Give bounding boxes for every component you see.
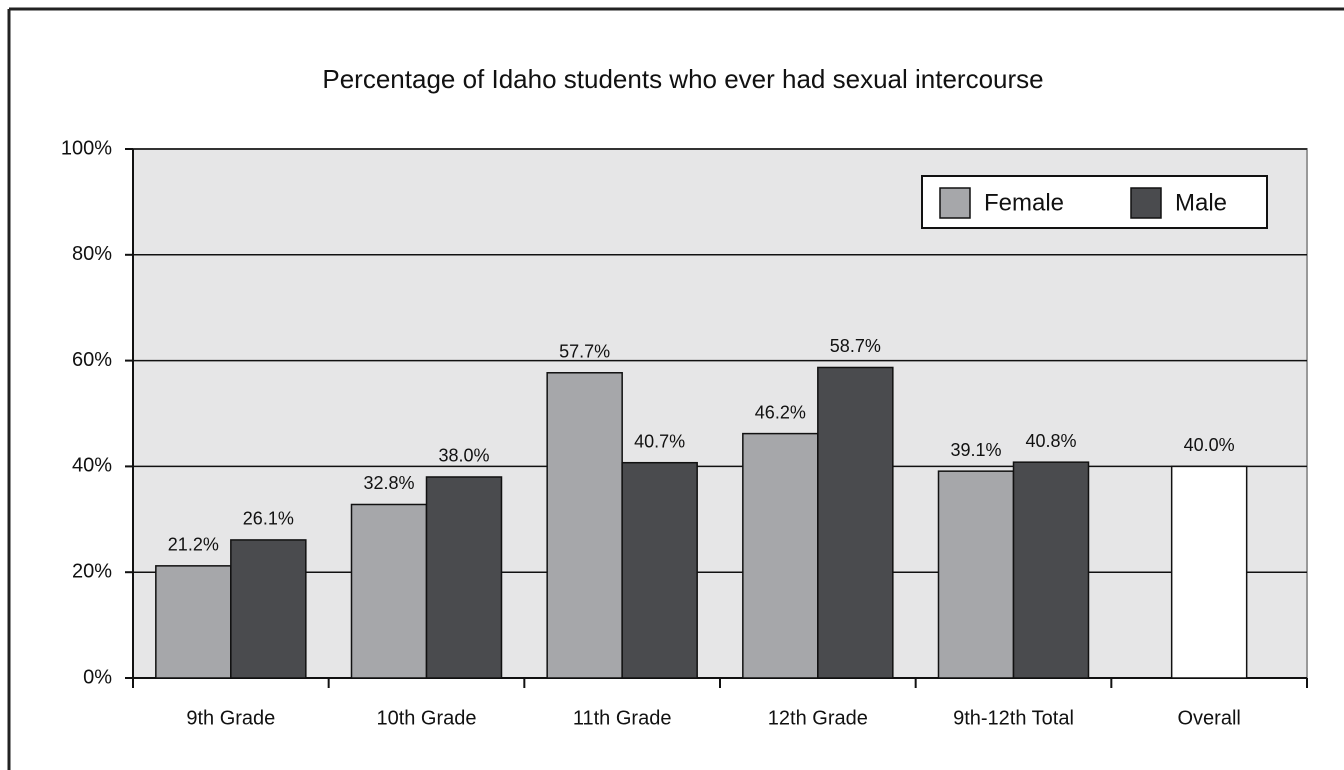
bar [1012,461,1090,679]
value-label: 40.0% [1184,435,1235,455]
bar [155,565,232,679]
y-tick-label: 20% [72,560,112,582]
legend-label: Female [984,189,1064,216]
x-tick-label: 10th Grade [376,707,476,729]
x-tick-label: 12th Grade [768,707,868,729]
value-label: 26.1% [243,509,294,529]
legend-swatch [939,187,971,219]
bar [817,366,894,679]
bar [230,539,307,679]
value-label: 46.2% [755,402,806,422]
chart-title: Percentage of Idaho students who ever ha… [322,64,1043,94]
value-label: 39.1% [950,440,1001,460]
bar [742,432,819,679]
bar [621,461,698,679]
x-tick-label: 11th Grade [573,707,672,729]
legend-label: Male [1175,189,1227,216]
y-tick-label: 100% [61,137,112,159]
bar [350,503,428,679]
value-label: 58.7% [830,336,881,356]
x-tick-label: 9th-12th Total [953,707,1074,729]
y-tick-label: 60% [72,349,112,371]
value-label: 32.8% [363,473,414,493]
bar [1170,465,1248,679]
x-tick-label: 9th Grade [186,707,275,729]
value-label: 38.0% [438,446,489,466]
value-label: 40.7% [634,431,685,451]
y-tick-label: 80% [72,243,112,265]
bar [546,372,623,679]
bar [425,476,503,679]
legend-swatch [1130,187,1162,219]
y-tick-label: 0% [83,666,112,688]
y-tick-label: 40% [72,455,112,477]
legend-box [921,175,1268,229]
bar [937,470,1015,679]
x-tick-label: Overall [1177,707,1240,729]
value-label: 40.8% [1025,431,1076,451]
value-label: 57.7% [559,342,610,362]
value-label: 21.2% [168,535,219,555]
